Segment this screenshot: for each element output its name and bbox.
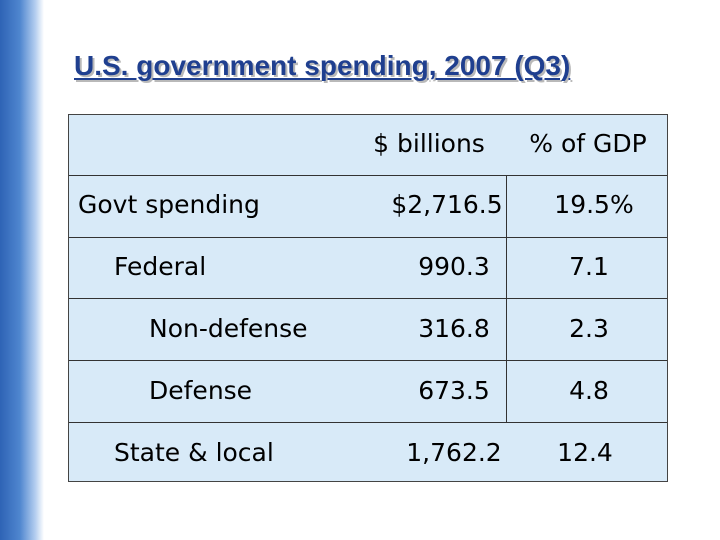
row-divider bbox=[69, 175, 667, 176]
row-label-state-local: State & local bbox=[114, 438, 274, 467]
row-divider bbox=[69, 422, 667, 423]
slide-title: U.S. government spending, 2007 (Q3) bbox=[74, 50, 571, 81]
row-divider bbox=[69, 237, 667, 238]
cell-pct: 4.8 bbox=[569, 376, 609, 405]
cell-billions: 1,762.2 bbox=[406, 438, 502, 467]
cell-pct: 19.5% bbox=[554, 190, 634, 219]
row-divider bbox=[69, 360, 667, 361]
cell-billions: 316.8 bbox=[418, 314, 490, 343]
cell-billions: 673.5 bbox=[418, 376, 490, 405]
row-divider bbox=[69, 298, 667, 299]
row-label-federal: Federal bbox=[114, 252, 207, 281]
cell-pct: 7.1 bbox=[569, 252, 609, 281]
cell-billions: $2,716.5 bbox=[391, 190, 503, 219]
row-label-non-defense: Non-defense bbox=[149, 314, 308, 343]
header-pct-gdp: % of GDP bbox=[529, 129, 647, 158]
row-label-govt-spending: Govt spending bbox=[78, 190, 260, 219]
decorative-side-bar bbox=[0, 0, 44, 540]
row-label-defense: Defense bbox=[149, 376, 253, 405]
cell-billions: 990.3 bbox=[418, 252, 490, 281]
header-billions: $ billions bbox=[373, 129, 485, 158]
cell-pct: 12.4 bbox=[557, 438, 613, 467]
cell-pct: 2.3 bbox=[569, 314, 609, 343]
spending-table: $ billions % of GDP Govt spending $2,716… bbox=[68, 114, 668, 482]
